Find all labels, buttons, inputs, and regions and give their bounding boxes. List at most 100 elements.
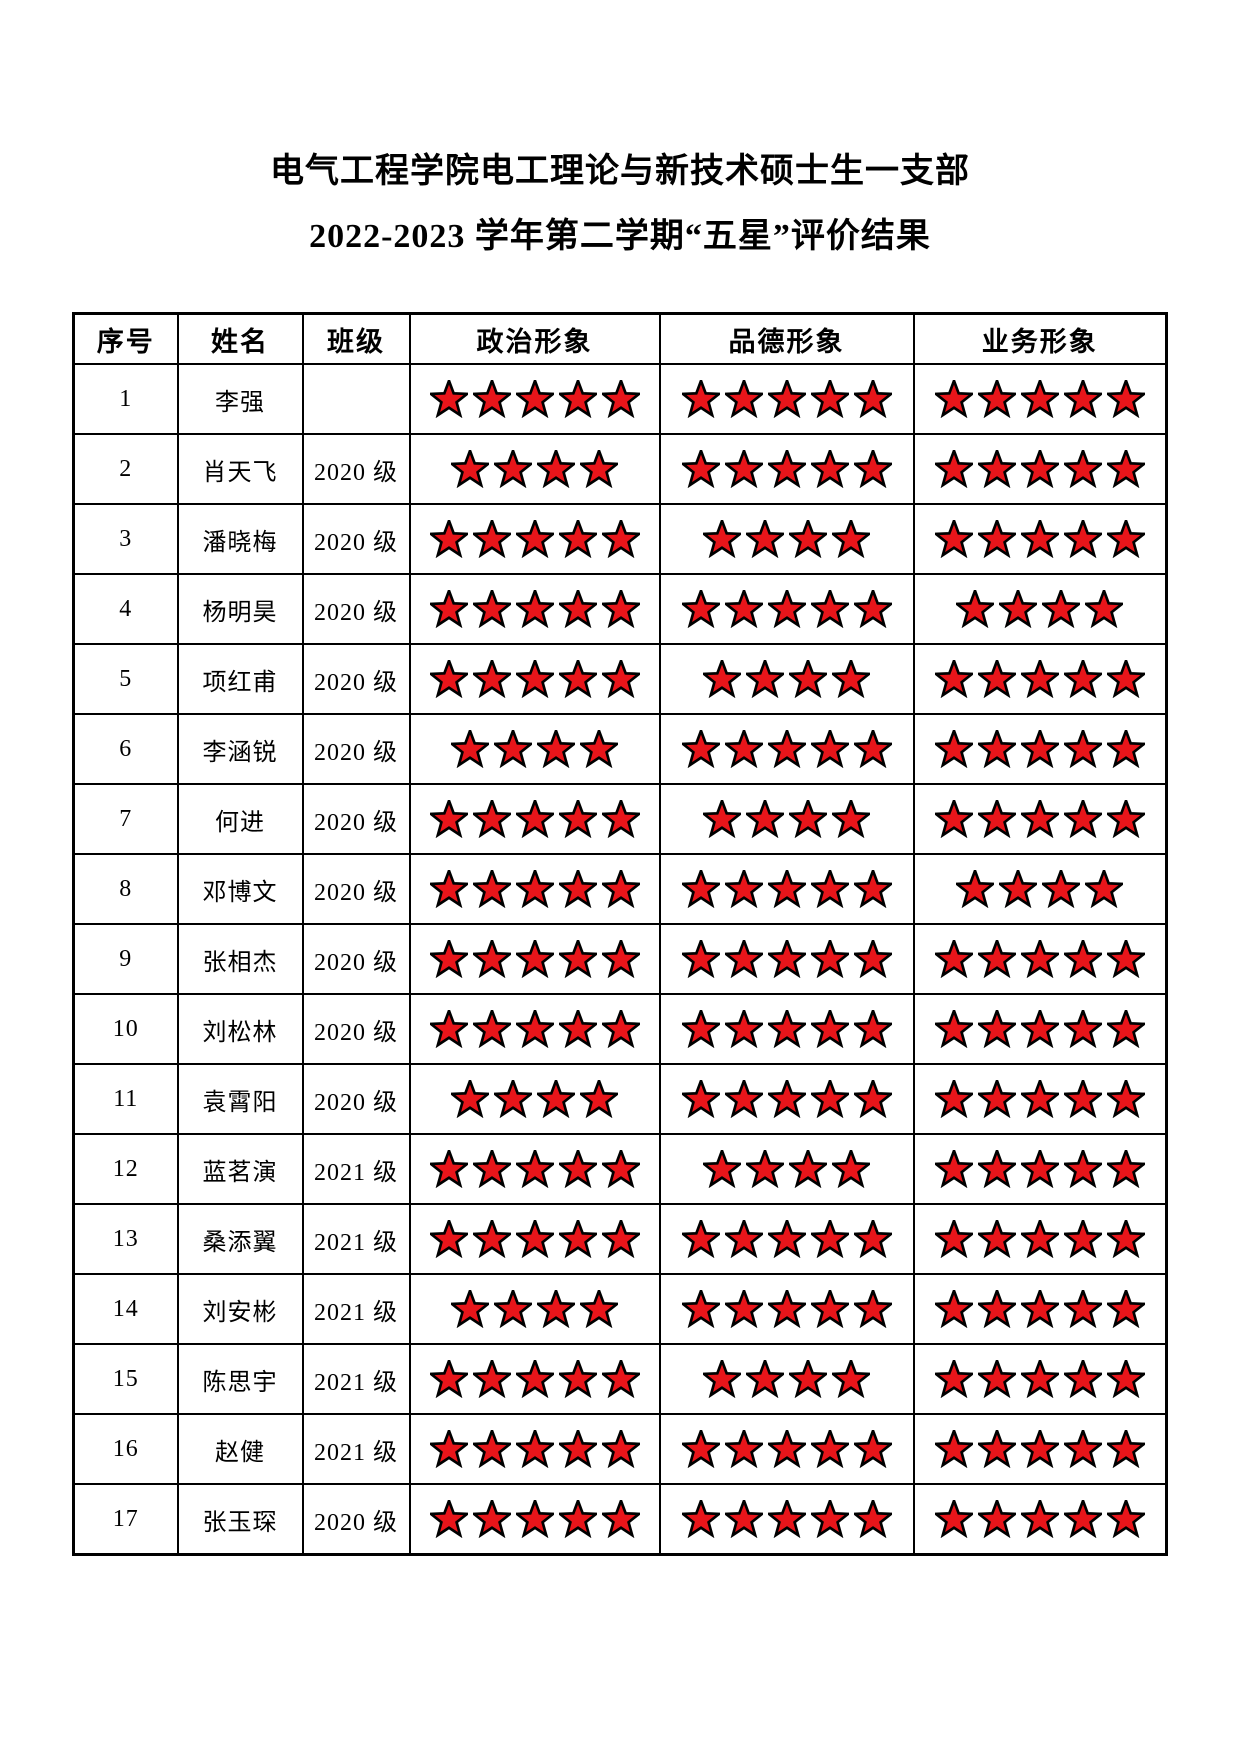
star-icon: [601, 660, 640, 699]
cell-no: 16: [72, 1413, 179, 1486]
star-icon: [558, 1500, 597, 1539]
star-icon: [429, 1360, 468, 1399]
cell-political-stars: [408, 1343, 661, 1416]
star-icon: [1106, 800, 1145, 839]
professional-star-rating: [916, 1220, 1165, 1259]
star-icon: [558, 590, 597, 629]
cell-name: 桑添翼: [176, 1203, 304, 1276]
star-icon: [810, 380, 849, 419]
star-icon: [1106, 730, 1145, 769]
star-icon: [934, 1290, 973, 1329]
star-icon: [472, 1010, 511, 1049]
star-icon: [429, 1150, 468, 1189]
star-icon: [724, 1500, 763, 1539]
star-icon: [853, 1010, 892, 1049]
star-icon: [681, 870, 720, 909]
cell-class: 2020 级: [301, 643, 411, 716]
star-icon: [558, 870, 597, 909]
star-icon: [853, 1220, 892, 1259]
star-icon: [515, 800, 554, 839]
star-icon: [1020, 1360, 1059, 1399]
star-icon: [1020, 1080, 1059, 1119]
star-icon: [515, 1500, 554, 1539]
cell-no: 10: [72, 993, 179, 1066]
cell-class: 2020 级: [301, 923, 411, 996]
star-icon: [1063, 520, 1102, 559]
cell-professional-stars: [912, 923, 1168, 996]
star-icon: [1063, 1080, 1102, 1119]
star-icon: [1085, 590, 1124, 629]
cell-class: 2020 级: [301, 783, 411, 856]
star-icon: [429, 800, 468, 839]
star-icon: [810, 1220, 849, 1259]
star-icon: [1063, 380, 1102, 419]
cell-no: 3: [72, 503, 179, 576]
star-icon: [1063, 1430, 1102, 1469]
star-icon: [703, 660, 741, 699]
cell-class: 2020 级: [301, 713, 411, 786]
star-icon: [977, 520, 1016, 559]
cell-name: 潘晓梅: [176, 503, 304, 576]
cell-political-stars: [408, 1133, 661, 1206]
star-icon: [451, 1080, 489, 1119]
star-icon: [429, 1010, 468, 1049]
cell-moral-stars: [658, 853, 915, 926]
star-icon: [1020, 1220, 1059, 1259]
star-icon: [767, 870, 806, 909]
star-icon: [977, 730, 1016, 769]
star-icon: [810, 870, 849, 909]
star-icon: [767, 380, 806, 419]
star-icon: [724, 1080, 763, 1119]
star-icon: [451, 450, 489, 489]
star-icon: [558, 1430, 597, 1469]
star-icon: [934, 1150, 973, 1189]
cell-professional-stars: [912, 1203, 1168, 1276]
star-icon: [472, 1500, 511, 1539]
star-icon: [724, 940, 763, 979]
header-col-no: 序号: [72, 312, 179, 366]
professional-star-rating: [916, 1430, 1165, 1469]
political-star-rating: [412, 1290, 658, 1329]
cell-professional-stars: [912, 1483, 1168, 1556]
table-row: 13 桑添翼 2021 级: [72, 1203, 1168, 1276]
star-icon: [977, 660, 1016, 699]
star-icon: [977, 1430, 1016, 1469]
cell-professional-stars: [912, 853, 1168, 926]
star-icon: [1020, 800, 1059, 839]
star-icon: [681, 380, 720, 419]
star-icon: [1063, 940, 1102, 979]
professional-star-rating: [916, 380, 1165, 419]
star-icon: [515, 520, 554, 559]
cell-name: 何进: [176, 783, 304, 856]
star-icon: [1063, 1290, 1102, 1329]
cell-class: 2020 级: [301, 433, 411, 506]
cell-moral-stars: [658, 713, 915, 786]
star-icon: [934, 1500, 973, 1539]
star-icon: [724, 1220, 763, 1259]
star-icon: [429, 590, 468, 629]
political-star-rating: [412, 1430, 658, 1469]
cell-professional-stars: [912, 1273, 1168, 1346]
cell-professional-stars: [912, 503, 1168, 576]
star-icon: [1020, 660, 1059, 699]
star-icon: [1106, 520, 1145, 559]
star-icon: [767, 1430, 806, 1469]
cell-moral-stars: [658, 433, 915, 506]
star-icon: [494, 450, 532, 489]
star-icon: [934, 520, 973, 559]
star-icon: [767, 1290, 806, 1329]
star-icon: [1106, 380, 1145, 419]
cell-professional-stars: [912, 1343, 1168, 1416]
moral-star-rating: [662, 1290, 912, 1329]
header-col-professional: 业务形象: [912, 312, 1168, 366]
cell-class: 2021 级: [301, 1273, 411, 1346]
star-icon: [580, 730, 618, 769]
header-col-class: 班级: [301, 312, 411, 366]
star-icon: [580, 450, 618, 489]
star-icon: [724, 380, 763, 419]
star-icon: [1042, 870, 1081, 909]
star-icon: [810, 1500, 849, 1539]
star-icon: [703, 520, 741, 559]
moral-star-rating: [662, 1220, 912, 1259]
cell-professional-stars: [912, 713, 1168, 786]
